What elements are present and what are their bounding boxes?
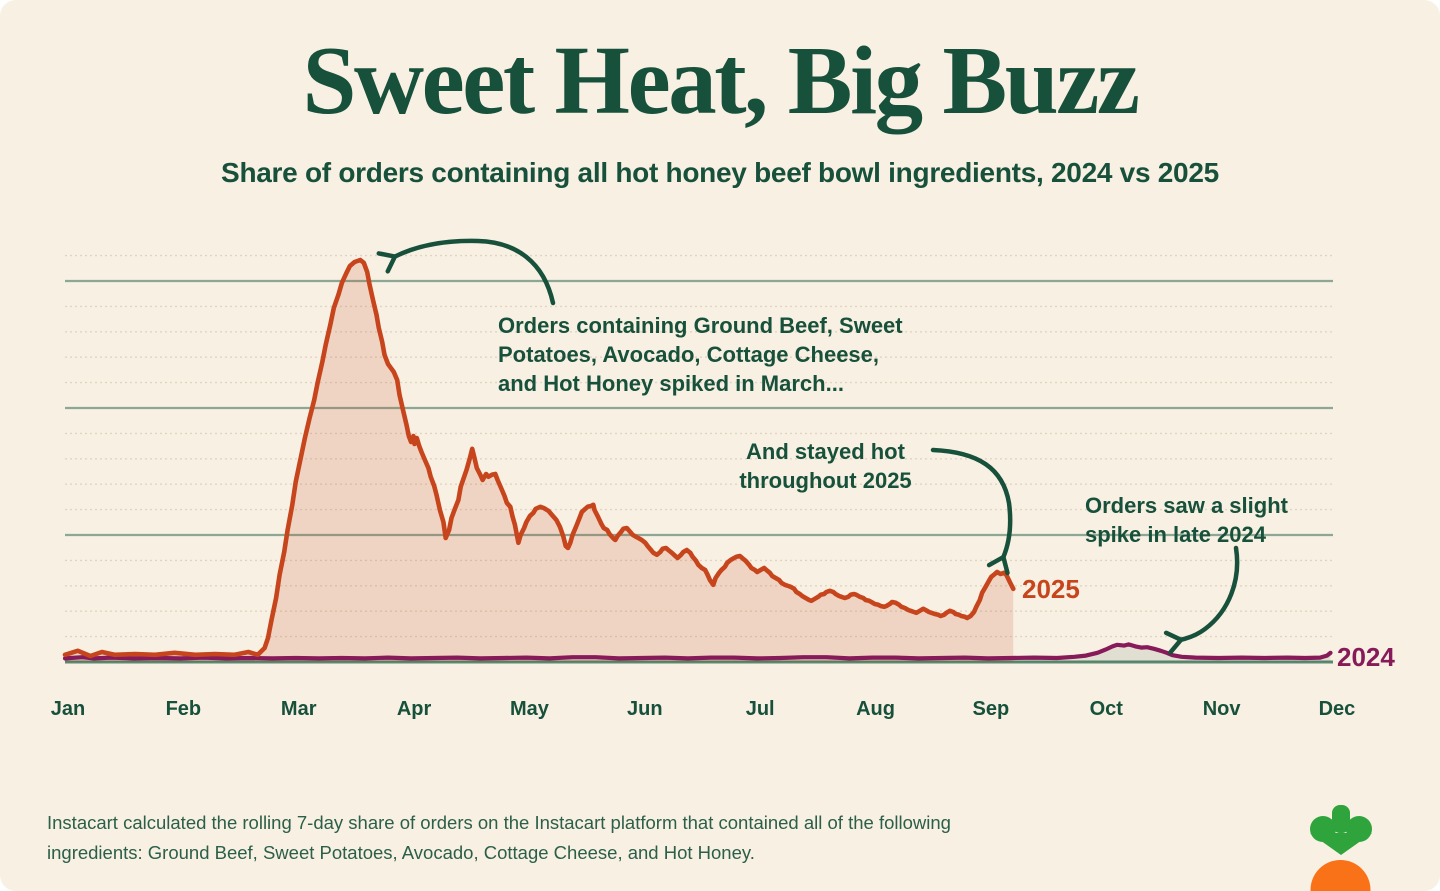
month-label: May — [509, 698, 549, 720]
annotation-arrows — [376, 238, 1240, 655]
month-label: Dec — [1318, 698, 1356, 720]
carrot-leaf-arrow-icon — [1310, 805, 1372, 855]
month-label: Nov — [1202, 698, 1241, 720]
arrow-to-2025-end — [930, 447, 1013, 576]
instacart-carrot-logo — [1310, 805, 1372, 891]
month-label: Sep — [972, 698, 1010, 720]
annotation-stayed-hot: And stayed hot throughout 2025 — [739, 439, 912, 493]
month-label: Feb — [165, 698, 202, 720]
month-label: Jan — [50, 698, 86, 720]
page-subtitle: Share of orders containing all hot honey… — [221, 157, 1219, 188]
annotation-late-2024-spike: Orders saw a slight spike in late 2024 — [1085, 493, 1288, 547]
arrow-to-late-2024-spike — [1163, 545, 1240, 655]
footnote-line-2: ingredients: Ground Beef, Sweet Potatoes… — [47, 842, 755, 863]
series-label-2025: 2025 — [1022, 574, 1080, 604]
x-axis-month-labels: Jan Feb Mar Apr May Jun Jul Aug Sep Oct Nov Dec — [0, 698, 1440, 724]
footnote: Instacart calculated the rolling 7-day s… — [47, 808, 951, 868]
page-title: Sweet Heat, Big Buzz — [302, 27, 1140, 134]
month-label: Mar — [280, 698, 317, 720]
month-label: Jul — [745, 698, 775, 720]
month-label: Apr — [396, 698, 432, 720]
series-label-2024: 2024 — [1337, 642, 1395, 672]
month-label: Jun — [627, 698, 663, 720]
arrow-to-march-peak — [376, 238, 556, 306]
carrot-body-icon — [1310, 860, 1371, 891]
annotation-march-spike: Orders containing Ground Beef, Sweet Pot… — [498, 313, 903, 396]
gridlines-minor — [65, 254, 1333, 638]
gridlines-major — [65, 279, 1333, 537]
month-label: Oct — [1089, 698, 1123, 720]
footnote-line-1: Instacart calculated the rolling 7-day s… — [47, 812, 951, 833]
series-layer — [62, 257, 1333, 662]
month-label: Aug — [856, 698, 895, 720]
